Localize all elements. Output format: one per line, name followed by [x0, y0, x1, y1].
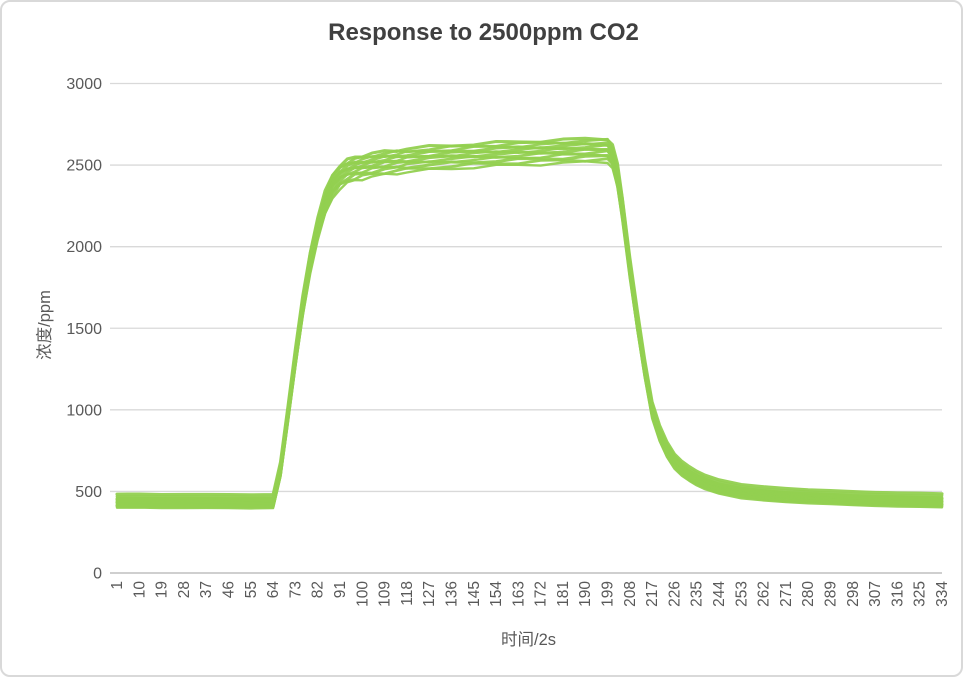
series-line-trace-06: [115, 147, 944, 505]
x-tick-label: 298: [845, 581, 862, 607]
x-tick-label: 235: [689, 581, 706, 607]
x-tick-label: 127: [421, 581, 438, 607]
x-tick-label: 91: [332, 581, 349, 598]
y-tick-label: 2000: [66, 239, 102, 256]
x-tick-label: 181: [555, 581, 572, 607]
x-tick-label: 208: [622, 581, 639, 607]
series-line-trace-03: [115, 154, 944, 508]
x-tick-label: 145: [466, 581, 483, 607]
chart-title: Response to 2500ppm CO2: [328, 19, 639, 46]
x-tick-label: 37: [198, 581, 215, 598]
series-line-trace-05: [115, 149, 944, 506]
y-tick-label: 3000: [66, 76, 102, 93]
x-tick-label: 100: [354, 581, 371, 607]
x-tick-label: 46: [220, 581, 237, 598]
x-tick-label: 1: [109, 581, 126, 590]
x-tick-label: 289: [823, 581, 840, 607]
series-line-trace-11: [115, 137, 944, 499]
series-line-trace-04: [115, 153, 944, 507]
x-tick-label: 55: [243, 581, 260, 598]
x-tick-label: 316: [889, 581, 906, 607]
x-tick-label: 82: [310, 581, 327, 598]
series-line-trace-01: [115, 160, 944, 510]
x-tick-label: 307: [867, 581, 884, 607]
x-tick-label: 280: [800, 581, 817, 607]
y-tick-label: 0: [93, 566, 102, 583]
x-tick-label: 262: [756, 581, 773, 607]
x-tick-label: 172: [533, 581, 550, 607]
series-line-trace-12: [115, 136, 944, 497]
x-tick-label: 118: [399, 581, 416, 606]
series-line-trace-10: [115, 141, 944, 500]
x-tick-label: 253: [733, 581, 750, 607]
x-tick-label: 154: [488, 581, 505, 607]
series-line-trace-07: [115, 146, 944, 503]
x-tick-label: 334: [934, 581, 951, 607]
series-line-trace-08: [115, 143, 944, 503]
x-tick-label: 325: [912, 581, 929, 607]
x-tick-label: 28: [176, 581, 193, 598]
x-tick-label: 271: [778, 581, 795, 607]
x-tick-label: 19: [154, 581, 171, 598]
series-line-trace-09: [115, 142, 944, 502]
x-tick-label: 226: [666, 581, 683, 607]
x-tick-label: 199: [600, 581, 617, 607]
x-tick-label: 163: [510, 581, 527, 607]
y-tick-label: 1000: [66, 402, 102, 419]
series-line-trace-02: [115, 157, 944, 509]
x-axis-title: 时间/2s: [500, 631, 556, 649]
x-tick-label: 190: [577, 581, 594, 607]
y-tick-label: 500: [75, 484, 102, 501]
x-tick-label: 217: [644, 581, 661, 607]
y-tick-label: 2500: [66, 158, 102, 175]
x-tick-label: 73: [287, 581, 304, 598]
x-tick-label: 10: [131, 581, 148, 599]
x-tick-label: 136: [443, 581, 460, 607]
x-tick-label: 109: [377, 581, 394, 607]
x-tick-label: 244: [711, 581, 728, 607]
y-tick-label: 1500: [66, 321, 102, 338]
x-tick-label: 64: [265, 581, 282, 599]
